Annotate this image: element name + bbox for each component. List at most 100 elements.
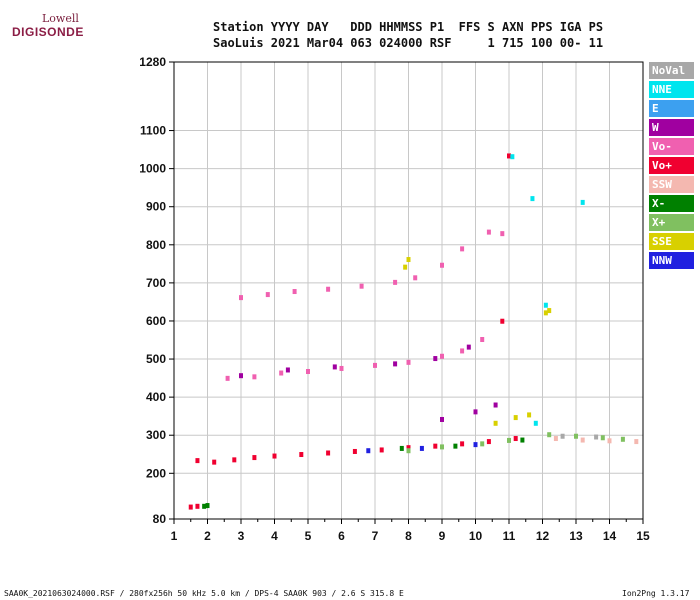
- legend-item-vo-: Vo+: [649, 157, 694, 174]
- echo-point: [460, 348, 465, 354]
- x-tick-label: 15: [636, 529, 650, 543]
- digisonde-logo: Lowell DIGISONDE: [6, 10, 86, 44]
- echo-point: [440, 353, 444, 359]
- y-tick-label: 500: [146, 352, 166, 366]
- echo-point: [188, 504, 193, 510]
- y-tick-label: 700: [146, 276, 166, 290]
- echo-point: [403, 264, 408, 270]
- echo-point: [440, 416, 444, 422]
- y-tick-label: 400: [146, 390, 166, 404]
- header-line-1: Station YYYY DAY DDD HHMMSS P1 FFS S AXN…: [213, 20, 604, 34]
- echo-point: [553, 436, 558, 442]
- echo-point: [607, 438, 612, 444]
- echo-point: [202, 503, 207, 509]
- echo-point: [326, 450, 331, 456]
- echo-point: [205, 503, 210, 509]
- y-tick-label: 1000: [139, 162, 166, 176]
- echo-point: [480, 337, 485, 343]
- echo-point: [486, 439, 491, 445]
- legend-item-x-: X-: [649, 195, 694, 212]
- legend-item-w: W: [649, 119, 694, 136]
- echo-point: [527, 412, 532, 418]
- x-tick-label: 2: [204, 529, 211, 543]
- echo-point: [560, 433, 565, 439]
- echo-point: [265, 292, 270, 298]
- echo-point: [272, 453, 277, 459]
- y-tick-label: 600: [146, 314, 166, 328]
- echo-point: [500, 318, 505, 324]
- legend-item-noval: NoVal: [649, 62, 694, 79]
- echo-point: [339, 365, 344, 371]
- echo-point: [473, 442, 478, 448]
- echo-point: [252, 374, 257, 380]
- header-line-2: SaoLuis 2021 Mar04 063 024000 RSF 1 715 …: [213, 36, 604, 50]
- echo-point: [195, 458, 200, 464]
- echo-point: [580, 199, 585, 205]
- echo-point: [533, 420, 538, 426]
- legend-item-x-: X+: [649, 214, 694, 231]
- echo-point: [366, 448, 371, 454]
- echo-point: [399, 445, 404, 451]
- x-tick-label: 1: [171, 529, 178, 543]
- echo-point: [580, 437, 585, 443]
- echo-point: [507, 437, 511, 443]
- echo-point: [292, 289, 297, 295]
- polarization-legend: NoVal NNE E W Vo- Vo+ SSW X- X+ SSE NNW: [649, 62, 694, 271]
- legend-item-ssw: SSW: [649, 176, 694, 193]
- echo-point: [500, 231, 505, 237]
- x-tick-label: 13: [569, 529, 583, 543]
- logo-lowell-text: Lowell: [42, 12, 79, 25]
- echo-point: [406, 445, 411, 451]
- y-tick-label: 80: [153, 512, 167, 526]
- y-tick-label: 800: [146, 238, 166, 252]
- echo-point: [513, 436, 518, 442]
- plot-frame: [173, 61, 644, 520]
- echo-point: [379, 447, 384, 453]
- echo-point: [543, 302, 548, 308]
- echo-point: [352, 448, 357, 454]
- echo-point: [212, 459, 217, 465]
- echo-point: [493, 402, 498, 408]
- echo-point: [543, 310, 548, 316]
- echo-point: [547, 308, 552, 314]
- echo-point: [453, 443, 458, 449]
- echo-point: [285, 367, 290, 373]
- x-tick-label: 11: [503, 529, 516, 543]
- echo-point: [393, 361, 398, 367]
- echo-point: [620, 436, 625, 442]
- echo-point: [460, 441, 465, 447]
- echo-point: [413, 275, 418, 281]
- legend-item-e: E: [649, 100, 694, 117]
- legend-item-nne: NNE: [649, 81, 694, 98]
- echo-point: [510, 154, 515, 160]
- echo-point: [299, 452, 304, 458]
- x-tick-label: 9: [439, 529, 446, 543]
- footer-file-info: SAA0K_2021063024000.RSF / 280fx256h 50 k…: [4, 589, 404, 598]
- echo-point: [466, 344, 471, 350]
- echo-point: [232, 457, 237, 463]
- x-tick-label: 4: [271, 529, 278, 543]
- legend-item-vo-: Vo-: [649, 138, 694, 155]
- x-tick-label: 6: [338, 529, 345, 543]
- echo-point: [326, 286, 331, 292]
- legend-item-sse: SSE: [649, 233, 694, 250]
- echo-point: [393, 279, 398, 285]
- echo-point: [486, 229, 491, 235]
- x-tick-label: 10: [469, 529, 483, 543]
- echo-point: [574, 433, 578, 439]
- echo-point: [513, 415, 518, 421]
- echo-point: [406, 448, 411, 454]
- echo-point: [530, 196, 535, 202]
- echo-point: [440, 444, 444, 450]
- echo-point: [600, 435, 605, 441]
- echo-point: [225, 375, 230, 381]
- echo-point: [520, 437, 525, 443]
- echo-point: [433, 356, 438, 362]
- echo-point: [480, 441, 485, 447]
- echo-point: [359, 283, 364, 289]
- echo-point: [460, 246, 465, 252]
- y-tick-label: 300: [146, 428, 166, 442]
- echo-point: [440, 262, 444, 268]
- x-tick-label: 14: [603, 529, 617, 543]
